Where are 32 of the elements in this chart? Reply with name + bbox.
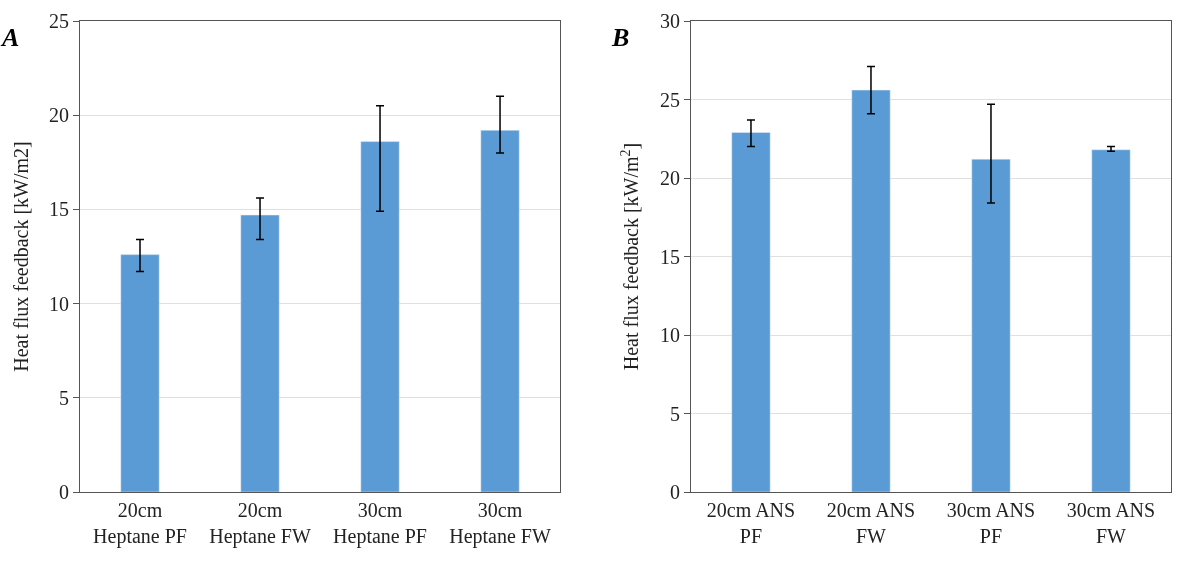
y-tick-label: 25: [659, 88, 680, 111]
bar: [360, 141, 400, 492]
bar: [971, 158, 1011, 492]
x-tick-label: 30cm Heptane PF: [333, 499, 427, 548]
bar: [240, 214, 280, 492]
y-tick-label: 20: [49, 104, 69, 127]
y-tick-label: 0: [669, 481, 680, 503]
bar: [1091, 149, 1131, 492]
y-tick-label: 0: [59, 481, 69, 503]
x-tick-label: 30cm Heptane FW: [449, 499, 551, 548]
bar: [480, 130, 520, 492]
y-tick-label: 5: [669, 402, 680, 425]
x-tick-label: 30cm ANS PF: [946, 499, 1036, 547]
y-tick-label: 15: [49, 198, 69, 221]
x-tick-label: 20cm Heptane PF: [93, 499, 187, 548]
y-tick-label: 15: [659, 245, 680, 268]
y-tick-label: 25: [49, 10, 69, 32]
y-tick-label: 30: [659, 10, 680, 32]
bar: [851, 89, 891, 492]
x-tick-label: 20cm ANS FW: [826, 499, 916, 547]
bar: [731, 132, 771, 492]
y-tick-label: 20: [659, 167, 680, 189]
bar: [120, 254, 160, 492]
y-tick-label: 5: [59, 386, 69, 409]
y-tick-label: 10: [49, 292, 69, 315]
chart-title: A: [0, 23, 20, 52]
x-tick-label: 20cm Heptane FW: [209, 499, 311, 548]
y-tick-label: 10: [659, 324, 680, 346]
y-axis-title: Heat flux feedback [kW/m2]: [9, 141, 32, 372]
x-tick-label: 20cm ANS PF: [706, 499, 796, 547]
chart-title: B: [611, 23, 630, 52]
x-tick-label: 30cm ANS FW: [1066, 499, 1156, 547]
